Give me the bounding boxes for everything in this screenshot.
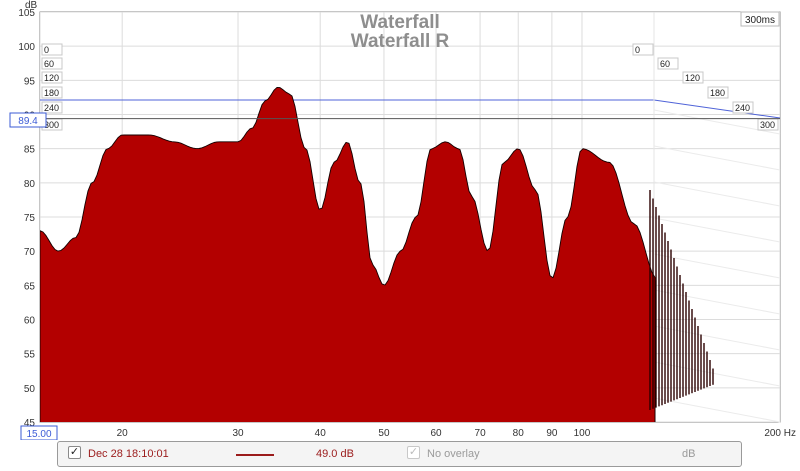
- y-tick-label: 50: [24, 384, 36, 395]
- x-tick-label: 90: [546, 428, 558, 439]
- x-tick-label: 50: [378, 428, 390, 439]
- x-tick-label: 70: [475, 428, 487, 439]
- measurement-checkbox[interactable]: ✓: [68, 446, 81, 459]
- time-range-badge: 300ms: [740, 11, 780, 27]
- time-tick-label: 120: [44, 73, 59, 83]
- x-tick-label: 20: [117, 428, 129, 439]
- y-tick-label: 65: [24, 281, 36, 292]
- depth-gridline: [653, 181, 781, 207]
- x-tick-label: 80: [513, 428, 525, 439]
- y-tick-label: 85: [24, 145, 36, 156]
- x-tick-label: 30: [232, 428, 244, 439]
- depth-gridline: [653, 397, 781, 423]
- time-tick-box: [682, 71, 704, 84]
- y-tick-label: 80: [24, 179, 36, 190]
- overlay-label: No overlay: [427, 448, 480, 460]
- time-tick-label: 120: [685, 73, 700, 83]
- trace-color-swatch[interactable]: [236, 454, 274, 456]
- time-tick-box: [732, 101, 754, 114]
- axis-ticks: 105 100 95 90 85 80 75 70 65 60 55 50 45 20 30 40 50 60 70…: [18, 8, 796, 439]
- cursor-readout: 89.4: [9, 112, 47, 128]
- depth-gridline: [653, 145, 781, 171]
- waterfall-slice: [40, 86, 656, 422]
- depth-gridline: [653, 361, 781, 387]
- x-tick-label: 100: [574, 428, 591, 439]
- time-tick-box: [41, 71, 63, 84]
- y-tick-label: 45: [24, 418, 36, 429]
- time-tick-label: 240: [735, 103, 750, 113]
- time-tick-box: [41, 57, 63, 70]
- y-tick-label: 55: [24, 350, 36, 361]
- time-tick-label: 0: [44, 45, 49, 55]
- time-tick-box: [657, 57, 679, 70]
- time-tick-label: 0: [635, 45, 640, 55]
- y-tick-label: 105: [18, 8, 35, 19]
- measurement-date-label: Dec 28 18:10:01: [88, 448, 169, 460]
- waterfall-chart: 0 0 60 60 120 120 180 180 240 240 300 300 105 100 95 9…: [9, 0, 796, 440]
- y-tick-label: 75: [24, 213, 36, 224]
- time-tick-label: 60: [44, 59, 54, 69]
- time-tick-box: [41, 86, 63, 99]
- time-tick-box: [707, 86, 729, 99]
- legend-bar: ✓ Dec 28 18:10:01 49.0 dB ✓ No overlay d…: [57, 441, 742, 467]
- time-tick-box: [41, 101, 63, 114]
- depth-gridline: [653, 217, 781, 243]
- x-tick-label: 40: [315, 428, 327, 439]
- x-start-readout: 15.00: [20, 425, 58, 440]
- overlay-unit-label: dB: [682, 448, 696, 460]
- time-range-label: 300ms: [745, 15, 775, 26]
- time-axis-guides: 0 0 60 60 120 120 180 180 240 240 300 300: [40, 12, 781, 423]
- time-tick-label: 180: [44, 88, 59, 98]
- x-start-value: 15.00: [26, 429, 51, 440]
- x-tick-label: 200 Hz: [764, 428, 796, 439]
- time-guide-line: [653, 99, 781, 119]
- depth-gridline: [653, 325, 781, 351]
- chart-title: Waterfall: [360, 12, 440, 33]
- y-tick-label: 100: [18, 42, 35, 53]
- time-tick-box: [632, 43, 654, 56]
- overlay-checkbox[interactable]: ✓: [407, 446, 420, 459]
- level-label: 49.0 dB: [316, 448, 354, 460]
- chart-subtitle: Waterfall R: [351, 31, 450, 52]
- depth-gridline: [653, 289, 781, 315]
- time-tick-label: 180: [710, 88, 725, 98]
- y-tick-label: 60: [24, 316, 36, 327]
- cursor-readout-value: 89.4: [18, 116, 38, 127]
- time-tick-label: 60: [660, 59, 670, 69]
- waterfall-slices: [40, 86, 714, 422]
- y-tick-label: 70: [24, 247, 36, 258]
- x-tick-label: 60: [430, 428, 442, 439]
- time-tick-box: [41, 43, 63, 56]
- depth-gridline: [653, 253, 781, 279]
- time-tick-label: 300: [760, 120, 775, 130]
- time-tick-label: 240: [44, 103, 59, 113]
- y-axis-unit: dB: [25, 0, 38, 11]
- y-tick-label: 95: [24, 76, 36, 87]
- time-tick-label: 300: [44, 120, 59, 130]
